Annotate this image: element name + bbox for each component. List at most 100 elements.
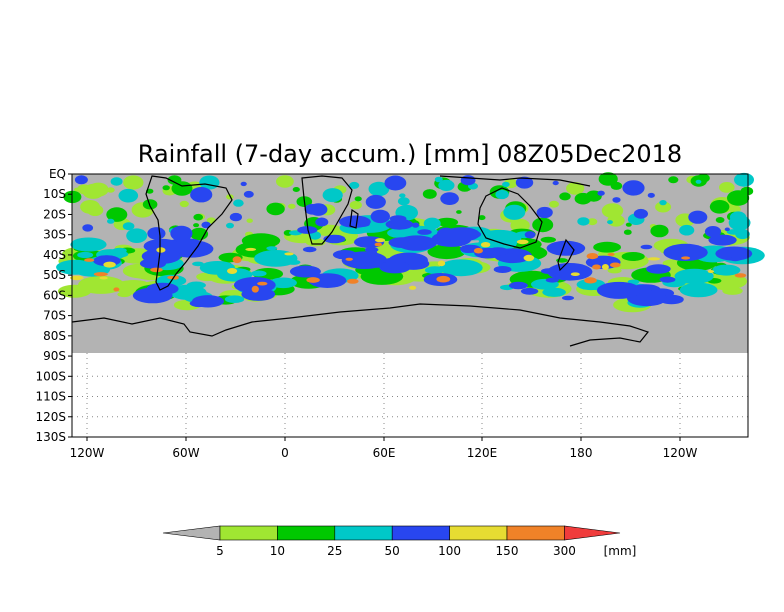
lat-label: 120S bbox=[35, 410, 66, 424]
lat-label: 80S bbox=[43, 329, 66, 343]
rain-patch bbox=[460, 175, 476, 186]
map-plot-area bbox=[56, 172, 765, 438]
rain-patch bbox=[576, 278, 606, 291]
rain-patch bbox=[577, 217, 590, 226]
rain-patch bbox=[266, 246, 278, 251]
colorbar-tick-label: 5 bbox=[216, 544, 224, 558]
rain-patch bbox=[113, 287, 120, 292]
madagascar-coast bbox=[349, 208, 359, 229]
rain-patch bbox=[532, 217, 554, 233]
rain-patch bbox=[480, 242, 491, 248]
rain-patch bbox=[437, 260, 446, 267]
rain-patch bbox=[379, 261, 411, 274]
rain-patch bbox=[715, 246, 753, 261]
rain-patch bbox=[724, 227, 730, 232]
rain-patch bbox=[233, 199, 244, 207]
rain-patch bbox=[473, 247, 483, 254]
rain-patch bbox=[623, 229, 632, 235]
rain-patch bbox=[440, 192, 459, 206]
rain-patch bbox=[93, 272, 108, 277]
rain-patch bbox=[88, 182, 109, 197]
lon-label: 60E bbox=[373, 446, 396, 460]
rain-patch bbox=[647, 192, 655, 198]
lat-label: 70S bbox=[43, 309, 66, 323]
rain-patch bbox=[640, 244, 653, 250]
lon-label: 0 bbox=[281, 446, 289, 460]
rain-patch bbox=[245, 247, 257, 251]
colorbar-segment bbox=[449, 525, 508, 541]
rain-patch bbox=[150, 267, 163, 273]
new-zealand-coast bbox=[557, 238, 575, 272]
rain-patch bbox=[540, 236, 556, 243]
rain-patch bbox=[82, 224, 94, 232]
rain-patch bbox=[493, 266, 512, 273]
rain-patch bbox=[411, 222, 420, 228]
rain-patch bbox=[417, 229, 432, 235]
rain-patch bbox=[715, 217, 725, 223]
colorbar-tick-label: 25 bbox=[327, 544, 342, 558]
rain-patch bbox=[106, 207, 128, 222]
rain-patch bbox=[545, 277, 559, 283]
rain-patch bbox=[621, 252, 645, 261]
rain-patch bbox=[365, 250, 378, 255]
lat-label: 20S bbox=[43, 207, 66, 221]
rain-patch bbox=[659, 276, 676, 283]
rain-patch bbox=[668, 176, 679, 184]
rain-patch bbox=[74, 175, 88, 185]
rain-patch bbox=[286, 259, 301, 265]
lat-label: 110S bbox=[35, 390, 66, 404]
south-america-coast bbox=[145, 175, 233, 291]
rain-patch bbox=[309, 203, 328, 216]
colorbar-segment bbox=[391, 525, 450, 541]
rain-patch bbox=[123, 175, 144, 190]
rain-patch bbox=[226, 222, 234, 229]
rain-patch bbox=[478, 215, 486, 221]
rain-patch bbox=[99, 276, 108, 280]
colorbar-tick-label: 10 bbox=[270, 544, 285, 558]
rain-patch bbox=[633, 208, 649, 219]
colorbar-tick-label: 50 bbox=[385, 544, 400, 558]
rain-patch bbox=[385, 218, 414, 230]
lon-label: 180 bbox=[570, 446, 593, 460]
rain-patch bbox=[627, 279, 640, 285]
rain-patch bbox=[607, 252, 615, 256]
rain-patch bbox=[559, 192, 571, 201]
rain-patch bbox=[368, 181, 390, 197]
rain-patch bbox=[193, 213, 203, 221]
rain-patch bbox=[147, 227, 166, 240]
colorbar: 5 10 25 50 100 150 300 [mm] bbox=[162, 525, 637, 558]
rain-patch bbox=[292, 187, 300, 192]
rain-patch bbox=[434, 176, 443, 183]
rain-patch bbox=[111, 251, 129, 258]
rain-patch bbox=[323, 234, 346, 244]
rain-patch bbox=[546, 240, 586, 256]
lat-label: EQ bbox=[49, 167, 66, 181]
rain-patch bbox=[217, 268, 253, 282]
lat-label: 60S bbox=[43, 288, 66, 302]
rain-patch bbox=[584, 277, 597, 284]
latitude-axis: EQ 10S 20S 30S 40S 50S 60S 70S 80S 90S 100S 110S 120… bbox=[35, 167, 72, 444]
rain-patch bbox=[655, 201, 672, 213]
rain-patch bbox=[243, 190, 254, 198]
rain-patch bbox=[597, 190, 605, 196]
rain-patch bbox=[77, 251, 94, 259]
lon-label: 60W bbox=[172, 446, 199, 460]
rain-patch bbox=[436, 227, 456, 241]
rain-patch bbox=[162, 185, 170, 191]
rain-patch bbox=[681, 256, 691, 260]
map-title: Rainfall (7-day accum.) [mm] 08Z05Dec201… bbox=[138, 140, 682, 168]
rain-patch bbox=[542, 287, 566, 297]
colorbar-segment bbox=[219, 525, 278, 541]
rain-patch bbox=[77, 184, 92, 195]
coastlines bbox=[71, 175, 650, 347]
rain-patch bbox=[625, 222, 632, 227]
colorbar-unit-label: [mm] bbox=[604, 544, 637, 558]
colorbar-tick-label: 300 bbox=[553, 544, 576, 558]
lat-label: 40S bbox=[43, 248, 66, 262]
rain-patch bbox=[283, 229, 293, 236]
indonesia-coast bbox=[439, 175, 591, 187]
rain-patch bbox=[374, 242, 382, 247]
longitude-axis: 120W 60W 0 60E 120E 180 120W bbox=[70, 437, 698, 460]
rain-patch bbox=[688, 210, 708, 224]
rain-patch bbox=[397, 197, 410, 206]
